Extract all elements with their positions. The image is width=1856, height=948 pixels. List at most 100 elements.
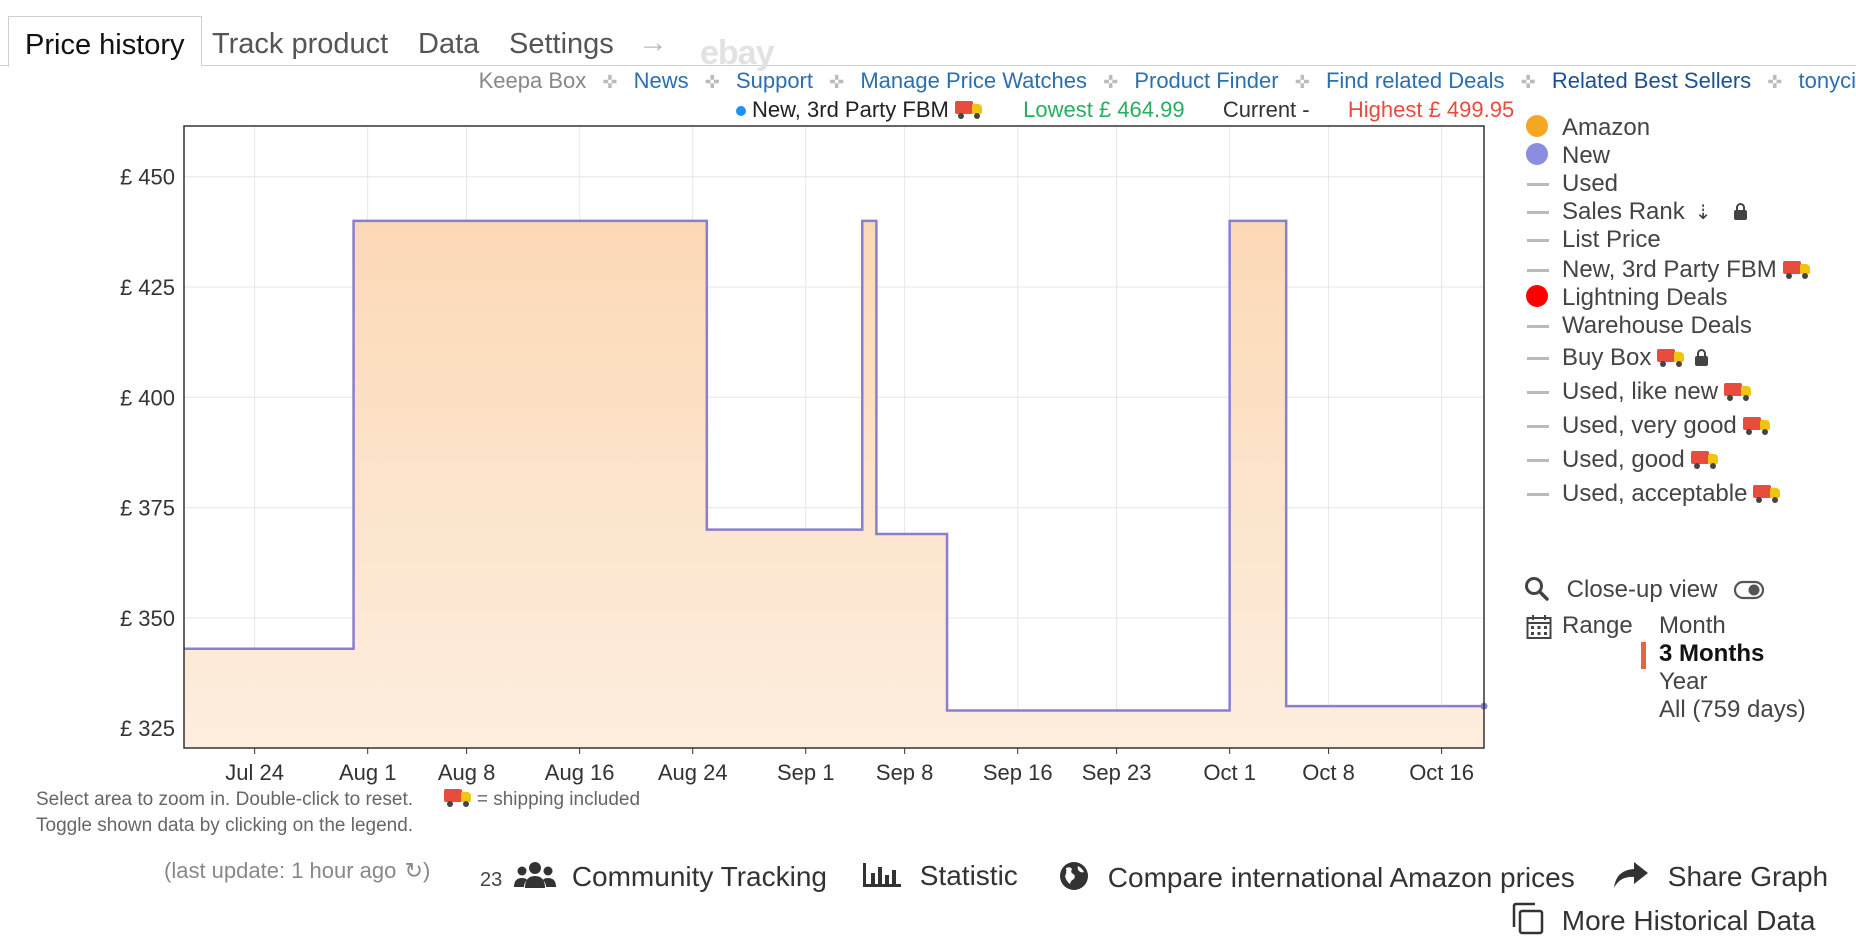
link-news[interactable]: News — [633, 68, 689, 93]
sort-icon[interactable]: ⇣ — [1694, 202, 1712, 224]
legend-label-text: Used, very good — [1562, 412, 1737, 439]
legend-swatch — [1526, 115, 1548, 137]
x-tick-label: Sep 23 — [1082, 760, 1152, 785]
legend-label: New, 3rd Party FBM — [1562, 256, 1811, 284]
range-option-3-months[interactable]: 3 Months — [1659, 640, 1765, 667]
zoom-note: Select area to zoom in. Double-click to … — [36, 789, 640, 811]
new-price-line — [184, 219, 1484, 712]
globe-icon — [1060, 862, 1088, 890]
x-tick-label: Sep 1 — [777, 760, 835, 785]
compare-international-button[interactable]: Compare international Amazon prices — [1058, 860, 1575, 894]
more-historical-data-label: More Historical Data — [1561, 905, 1816, 936]
x-tick-label: Aug 1 — [339, 760, 397, 785]
range-selected-indicator — [1641, 642, 1646, 669]
y-tick-label: £ 375 — [120, 496, 175, 521]
legend-label-text: Buy Box — [1562, 344, 1652, 371]
price-history-chart[interactable]: £ 450 £ 425 £ 400 £ 375 £ 350 £ 325 Jul 24 Aug… — [0, 0, 1500, 790]
compare-label: Compare international Amazon prices — [1107, 862, 1575, 893]
arrow-right-icon: → — [638, 26, 668, 59]
link-tonyci[interactable]: tonyci — [1798, 68, 1856, 93]
series-dot-icon — [736, 106, 746, 117]
users-icon — [514, 862, 557, 888]
separator-icon: ✜ — [1294, 72, 1310, 92]
link-product-finder[interactable]: Product Finder — [1134, 68, 1279, 93]
lock-icon — [1733, 203, 1747, 220]
toggle-switch-icon[interactable] — [1733, 580, 1765, 600]
community-tracking-label: Community Tracking — [571, 861, 827, 892]
statistic-button[interactable]: Statistic — [862, 860, 1018, 892]
y-tick-label: £ 400 — [120, 385, 175, 410]
series-name: New, 3rd Party FBM — [752, 97, 949, 122]
legend-label: Used, like new — [1562, 378, 1752, 406]
legend-label: Used, good — [1562, 446, 1719, 474]
share-graph-button[interactable]: Share Graph — [1612, 860, 1828, 893]
statistic-label: Statistic — [919, 860, 1018, 891]
link-related-best-sellers[interactable]: Related Best Sellers — [1551, 68, 1752, 93]
x-tick-label: Oct 1 — [1203, 760, 1256, 785]
legend-label: Buy Box — [1562, 344, 1709, 372]
last-update-close: ) — [422, 858, 431, 883]
link-support[interactable]: Support — [735, 68, 813, 93]
legend-swatch — [1527, 269, 1549, 272]
bar-chart-icon — [863, 863, 901, 887]
legend-label-text: New, 3rd Party FBM — [1562, 256, 1777, 283]
refresh-icon[interactable]: ↻ — [404, 858, 423, 883]
x-tick-label: Sep 16 — [983, 760, 1053, 785]
y-tick-label: £ 450 — [120, 165, 175, 190]
link-manage-price-watches[interactable]: Manage Price Watches — [860, 68, 1087, 93]
range-option-year[interactable]: Year — [1659, 668, 1708, 695]
legend-swatch — [1527, 391, 1549, 394]
truck-icon — [954, 101, 983, 119]
range-label: Range — [1562, 612, 1633, 639]
legend-label: List Price — [1562, 226, 1661, 254]
links-row: Keepa Box ✜ News ✜ Support ✜ Manage Pric… — [479, 68, 1856, 96]
legend-label-text: Used — [1562, 170, 1619, 197]
x-tick-label: Aug 24 — [658, 760, 728, 785]
legend-label: Sales Rank ⇣ — [1562, 198, 1747, 226]
truck-icon — [443, 789, 472, 807]
legend-label: Used — [1562, 170, 1618, 198]
legend-label-text: Lightning Deals — [1562, 284, 1728, 311]
legend-label-text: Used, good — [1562, 446, 1685, 473]
legend-label: Used, very good — [1562, 412, 1771, 440]
copy-icon — [1512, 902, 1544, 935]
series-current: Current - — [1222, 97, 1310, 122]
bottom-actions: (last update: 1 hour ago ↻) 23 Community… — [0, 858, 1856, 948]
legend-swatch — [1527, 211, 1549, 214]
tab-price-history[interactable]: Price history — [8, 16, 202, 67]
range-option-month[interactable]: Month — [1659, 612, 1726, 639]
community-count: 23 — [480, 869, 503, 891]
separator-icon: ✜ — [1103, 72, 1119, 92]
closeup-view-toggle[interactable]: Close-up view — [1524, 576, 1765, 604]
plot-border — [183, 125, 1485, 749]
series-highest: Highest £ 499.95 — [1347, 97, 1515, 122]
new-price-area — [184, 220, 1484, 748]
x-tick-label: Oct 16 — [1409, 760, 1474, 785]
y-axis-ticks: £ 450 £ 425 £ 400 £ 375 £ 350 £ 325 — [120, 165, 175, 741]
x-axis-ticks: Jul 24 Aug 1 Aug 8 Aug 16 Aug 24 Sep 1 Sep 8 Se… — [225, 748, 1474, 785]
tab-bar: Price history Track product Data Setting… — [0, 16, 1856, 72]
tab-settings[interactable]: Settings — [509, 28, 614, 60]
closeup-label: Close-up view — [1566, 576, 1718, 603]
community-tracking-button[interactable]: 23 Community Tracking — [480, 860, 827, 893]
tab-bar-divider — [0, 65, 1856, 66]
tab-track-product[interactable]: Track product — [212, 28, 389, 60]
x-tick-label: Sep 8 — [876, 760, 934, 785]
legend-swatch — [1527, 459, 1549, 462]
separator-icon: ✜ — [829, 72, 845, 92]
calendar-icon — [1526, 615, 1552, 639]
legend-label: Lightning Deals — [1562, 284, 1727, 312]
ebay-link[interactable]: ebay — [700, 34, 774, 72]
tab-data[interactable]: Data — [418, 28, 480, 60]
range-option-all[interactable]: All (759 days) — [1659, 696, 1806, 723]
truck-icon — [1782, 261, 1811, 279]
shipping-note-text: = shipping included — [476, 789, 641, 810]
link-find-related-deals[interactable]: Find related Deals — [1325, 68, 1505, 93]
x-tick-label: Aug 8 — [438, 760, 496, 785]
legend-swatch — [1526, 143, 1548, 165]
truck-icon — [1690, 451, 1719, 469]
legend-swatch — [1527, 357, 1549, 360]
legend-label: New — [1562, 142, 1610, 170]
legend-swatch — [1527, 493, 1549, 496]
more-historical-data-button[interactable]: More Historical Data — [1510, 902, 1815, 937]
